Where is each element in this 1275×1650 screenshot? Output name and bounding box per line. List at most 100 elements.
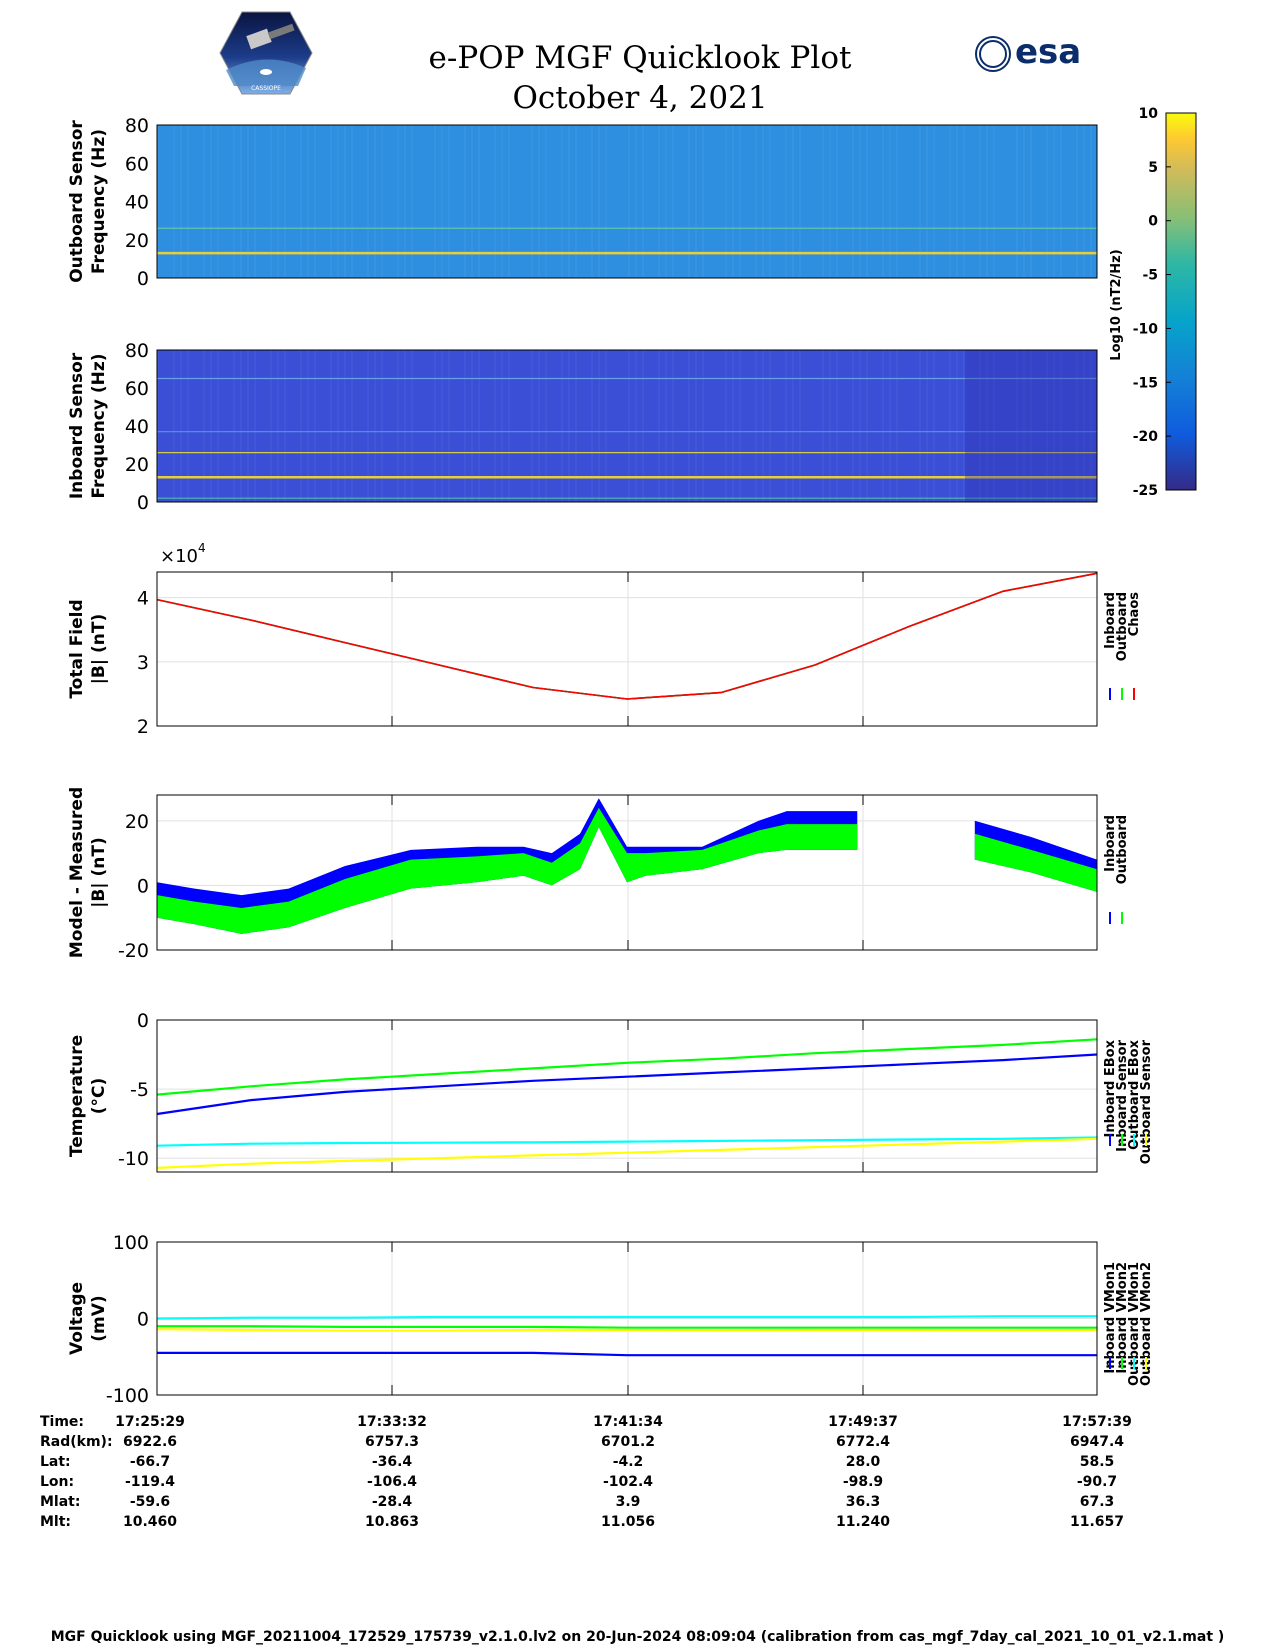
spectrogram-texture — [434, 125, 436, 278]
spectrogram-texture — [852, 350, 854, 502]
spectrogram-texture — [381, 350, 383, 502]
table-cell: -119.4 — [125, 1474, 175, 1490]
spectrogram-texture — [344, 125, 346, 278]
spectrogram-texture — [822, 350, 824, 502]
table-cell: -106.4 — [367, 1474, 417, 1490]
spectrogram-texture — [1030, 125, 1032, 278]
spectrogram-texture — [829, 125, 831, 278]
table-cell: 28.0 — [846, 1454, 881, 1470]
colorbar-tick-label: -25 — [1133, 483, 1158, 499]
legend-label: Inboard Sensor — [1115, 1039, 1130, 1151]
spectrogram-texture — [180, 125, 182, 278]
spectrogram-texture — [822, 125, 824, 278]
spectrogram-texture — [575, 350, 577, 502]
spectrogram-texture — [882, 125, 884, 278]
plot-date: October 4, 2021 — [512, 80, 768, 116]
spectrogram-texture — [203, 125, 205, 278]
esa-mark-icon — [975, 35, 1011, 72]
y-axis-label-line: Temperature — [67, 1035, 87, 1157]
spectrogram-texture — [411, 125, 413, 278]
table-cell: 11.240 — [836, 1514, 890, 1530]
y-tick-label: 0 — [137, 1309, 149, 1331]
y-axis-label-line: Frequency (Hz) — [89, 129, 109, 274]
y-tick-label: 100 — [113, 1232, 149, 1254]
y-axis-label-line: Total Field — [67, 599, 87, 698]
y-tick-label: 0 — [137, 492, 149, 514]
y-tick-label: 0 — [137, 1010, 149, 1032]
table-row-label: Mlat: — [40, 1494, 80, 1510]
spectrogram-texture — [478, 125, 480, 278]
spectrogram-texture — [799, 125, 801, 278]
axes-box — [156, 571, 1098, 727]
y-tick-label: 60 — [125, 378, 149, 400]
spectrogram-texture — [963, 125, 965, 278]
spectrogram-texture — [337, 125, 339, 278]
spectrogram-texture — [792, 350, 794, 502]
table-cell: 6772.4 — [836, 1434, 890, 1450]
legend-label: Outboard VMon1 — [1127, 1262, 1142, 1386]
spectrogram-texture — [933, 350, 935, 502]
spectrogram-texture — [933, 125, 935, 278]
spectrogram-texture — [545, 350, 547, 502]
panel-4: 20 0 -20 Model - Measured |B| (nT) InboardOut… — [67, 787, 1130, 962]
y-axis-label: Model - Measured |B| (nT) — [67, 787, 109, 958]
spectrogram-texture — [695, 350, 697, 502]
spectrogram-texture — [866, 350, 868, 502]
y-tick-label: 20 — [125, 454, 149, 476]
table-cell: 17:33:32 — [357, 1414, 427, 1430]
cassiope-logo-text: CASSIOPE — [251, 85, 281, 92]
legend-label: Inboard — [1103, 592, 1118, 649]
y-axis-label: Inboard Sensor Frequency (Hz) — [67, 352, 109, 499]
spectrogram-texture — [628, 125, 630, 278]
spectrogram-texture — [471, 125, 473, 278]
spectrogram-texture — [494, 350, 496, 502]
spectrogram-texture — [836, 350, 838, 502]
spectrogram-texture — [605, 125, 607, 278]
spectrogram-texture — [1083, 125, 1085, 278]
colorbar: 10 5 0 -5 -10 -15 -20 -25 Log10 (nT2/Hz) — [1109, 106, 1197, 499]
spectrogram-texture — [1090, 125, 1092, 278]
y-axis-label: Total Field |B| (nT) — [67, 599, 109, 698]
legend-label: Outboard — [1115, 592, 1130, 661]
spectrogram-texture — [478, 350, 480, 502]
spectrogram-texture — [859, 350, 861, 502]
table-row-label: Mlt: — [40, 1514, 71, 1530]
spectrogram-texture — [859, 125, 861, 278]
y-tick-label: 4 — [137, 588, 149, 610]
y-tick-label: 0 — [137, 268, 149, 290]
axes-box — [156, 1019, 1098, 1173]
spectrogram-texture — [404, 350, 406, 502]
colorbar-tick-label: 5 — [1148, 160, 1158, 176]
panel-6: 100 0 -100 Voltage (mV) Inboard VMon1Inboard … — [67, 1232, 1154, 1407]
spectrogram-texture — [762, 350, 764, 502]
spectrogram-texture — [963, 350, 965, 502]
spectrogram-texture — [1083, 350, 1085, 502]
colorbar-tick-label: -15 — [1133, 375, 1158, 391]
table-cell: -59.6 — [130, 1494, 170, 1510]
spectrogram-texture — [986, 350, 988, 502]
spectrogram-texture — [658, 125, 660, 278]
table-cell: 11.056 — [601, 1514, 655, 1530]
spectrogram-texture — [381, 125, 383, 278]
spectrogram-texture — [695, 125, 697, 278]
spectrogram-texture — [367, 125, 369, 278]
spectrogram-texture — [538, 350, 540, 502]
axes-box — [156, 349, 1098, 503]
spectrogram-texture — [1023, 350, 1025, 502]
spectrogram-texture — [575, 125, 577, 278]
spectrogram-texture — [799, 350, 801, 502]
spectrogram-texture — [173, 350, 175, 502]
spectrogram-texture — [979, 125, 981, 278]
y-tick-label: -100 — [106, 1385, 149, 1407]
spectrogram-texture — [949, 125, 951, 278]
spectrogram-texture — [397, 350, 399, 502]
spectrogram-texture — [688, 350, 690, 502]
spectrogram-texture — [531, 350, 533, 502]
spectrogram-texture — [785, 350, 787, 502]
spectrogram-texture — [240, 350, 242, 502]
table-cell: 11.657 — [1070, 1514, 1124, 1530]
colorbar-tick-label: 0 — [1148, 214, 1158, 230]
table-row-label: Rad(km): — [40, 1434, 113, 1450]
spectrogram-texture — [769, 350, 771, 502]
